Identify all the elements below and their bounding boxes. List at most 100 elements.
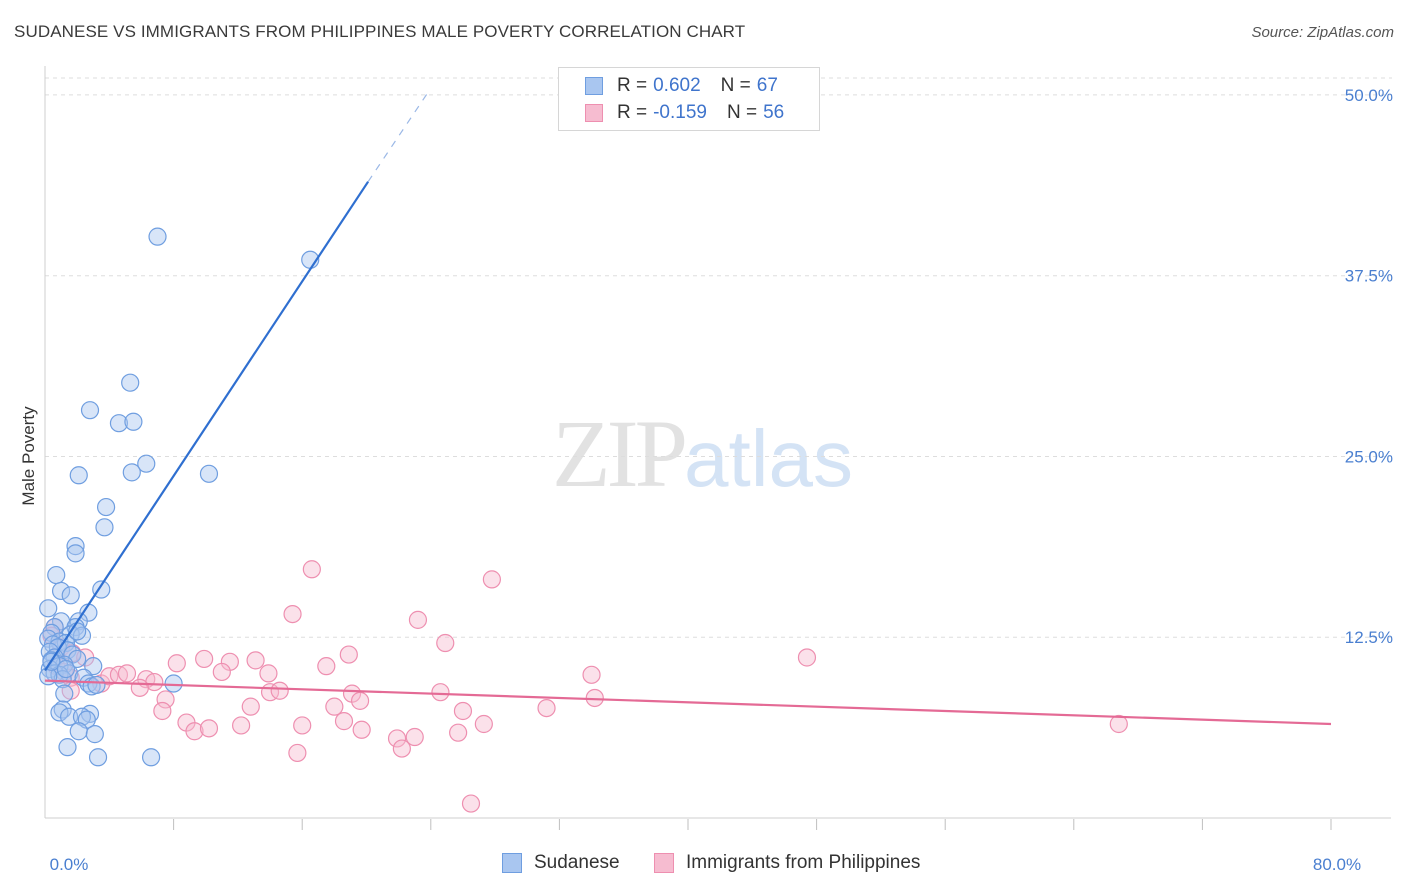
- philippines-point: [246, 651, 265, 670]
- y-tick-label: 12.5%: [1345, 628, 1393, 647]
- philippines-points: [42, 560, 1128, 813]
- sudanese-point: [96, 497, 116, 517]
- sudanese-point: [141, 748, 161, 767]
- watermark-zip: ZIP: [552, 400, 688, 507]
- philippines-point: [474, 714, 493, 734]
- philippines-point: [156, 690, 175, 709]
- sudanese-point: [51, 581, 71, 601]
- sudanese-point: [50, 703, 69, 722]
- sudanese-point: [69, 466, 88, 485]
- legend-row-philippines: R = -0.159 N = 56: [585, 100, 784, 126]
- series-legend: Sudanese Immigrants from Philippines: [0, 852, 1406, 878]
- sudanese-point: [109, 414, 129, 433]
- philippines-point: [259, 664, 278, 683]
- legend-r-label: R =: [617, 75, 648, 96]
- sudanese-point: [137, 454, 156, 473]
- legend-item-philippines: Immigrants from Philippines: [654, 852, 920, 874]
- philippines-point: [436, 633, 455, 653]
- watermark-atlas: atlas: [684, 414, 853, 503]
- sudanese-point: [58, 738, 77, 757]
- sudanese-point: [39, 599, 58, 618]
- philippines-point: [288, 743, 307, 763]
- legend-row-sudanese: R = 0.602 N = 67: [585, 73, 778, 99]
- sudanese-trend-extension: [367, 90, 430, 183]
- sudanese-point: [66, 537, 85, 556]
- legend-swatch-philippines: [585, 104, 603, 122]
- legend-n-value: 56: [763, 102, 785, 123]
- philippines-point: [350, 691, 370, 710]
- y-tick-label: 25.0%: [1345, 447, 1393, 466]
- source-label: Source: ZipAtlas.com: [1251, 24, 1394, 41]
- sudanese-point: [122, 463, 141, 482]
- philippines-point: [339, 645, 358, 664]
- philippines-point: [117, 664, 137, 683]
- legend-label-philippines: Immigrants from Philippines: [686, 852, 921, 873]
- sudanese-point: [164, 674, 183, 693]
- sudanese-point: [60, 707, 79, 726]
- philippines-point: [302, 560, 321, 579]
- sudanese-point: [56, 659, 75, 679]
- sudanese-point: [47, 565, 66, 585]
- philippines-point: [293, 716, 312, 735]
- chart-title: SUDANESE VS IMMIGRANTS FROM PHILIPPINES …: [14, 22, 746, 41]
- watermark: ZIPatlas: [552, 398, 853, 509]
- sudanese-point: [55, 684, 74, 703]
- sudanese-point: [80, 401, 100, 420]
- sudanese-point: [148, 227, 167, 246]
- philippines-point: [232, 716, 251, 735]
- stats-legend: R = 0.602 N = 67 R = -0.159 N = 56: [558, 67, 820, 131]
- philippines-point: [212, 662, 231, 682]
- legend-n-value: 67: [756, 75, 778, 96]
- philippines-point: [130, 678, 149, 697]
- philippines-point: [582, 665, 601, 684]
- gridlines: [45, 77, 1392, 638]
- philippines-point: [537, 698, 556, 718]
- sudanese-trend-line: [44, 181, 370, 672]
- philippines-point: [167, 654, 186, 673]
- legend-label-sudanese: Sudanese: [534, 852, 620, 873]
- sudanese-point: [124, 412, 143, 431]
- legend-n-label: N =: [726, 102, 758, 123]
- legend-swatch-philippines: [654, 853, 674, 873]
- philippines-point: [392, 739, 411, 758]
- x-tick-label: 80.0%: [1313, 855, 1361, 874]
- sudanese-point: [87, 675, 106, 695]
- tick-labels: 12.5% 25.0% 37.5% 50.0% 0.0% 80.0%: [50, 86, 1393, 874]
- legend-n-label: N =: [720, 75, 751, 96]
- philippines-point: [797, 648, 817, 667]
- philippines-point: [431, 683, 450, 702]
- philippines-point: [334, 712, 354, 731]
- philippines-point: [317, 657, 336, 676]
- sudanese-point: [95, 518, 114, 537]
- x-tick-label: 0.0%: [50, 855, 89, 874]
- philippines-point: [352, 720, 371, 739]
- philippines-point: [100, 667, 119, 686]
- philippines-point: [153, 701, 172, 721]
- philippines-point: [241, 697, 260, 716]
- sudanese-point: [88, 748, 108, 767]
- sudanese-point: [72, 707, 92, 726]
- philippines-point: [1109, 714, 1128, 734]
- sudanese-point: [61, 586, 80, 605]
- sudanese-point: [85, 725, 104, 744]
- y-tick-label: 37.5%: [1345, 267, 1393, 286]
- legend-item-sudanese: Sudanese: [502, 852, 620, 874]
- legend-swatch-sudanese: [585, 77, 603, 95]
- sudanese-point: [199, 464, 219, 483]
- sudanese-point: [121, 373, 140, 392]
- legend-r-value: -0.159: [653, 102, 707, 123]
- philippines-point: [453, 701, 473, 721]
- axes: [44, 66, 1391, 830]
- philippines-point: [461, 794, 481, 813]
- philippines-point: [270, 681, 289, 700]
- philippines-point: [405, 727, 424, 747]
- sudanese-point: [53, 700, 72, 719]
- sudanese-point: [69, 722, 88, 741]
- legend-r-value: 0.602: [653, 75, 701, 96]
- y-tick-label: 50.0%: [1345, 86, 1393, 105]
- philippines-point: [195, 649, 214, 669]
- trend-lines: [44, 90, 1332, 726]
- philippines-point: [325, 697, 344, 716]
- philippines-point: [408, 610, 428, 629]
